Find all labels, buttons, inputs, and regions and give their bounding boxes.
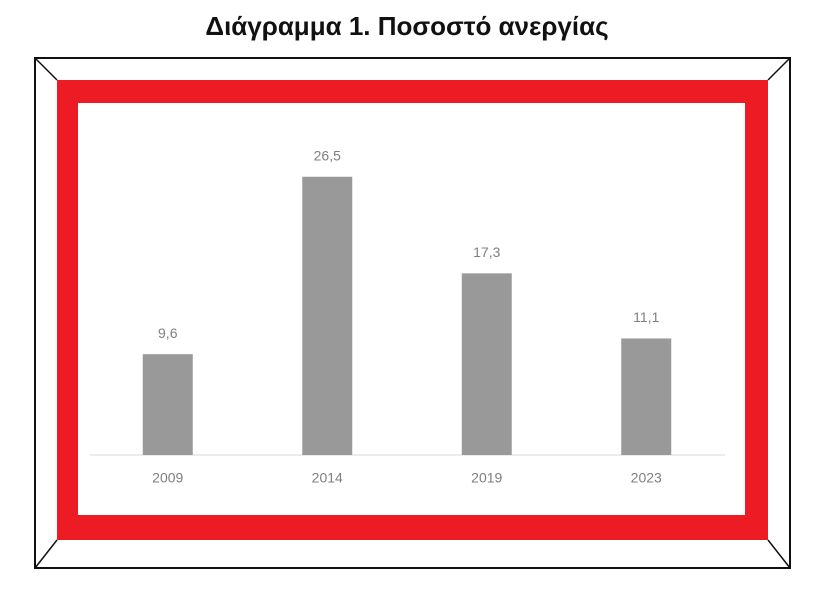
x-tick-label: 2023 [631, 470, 662, 486]
x-tick-label: 2014 [312, 470, 343, 486]
x-tick-label: 2019 [471, 470, 502, 486]
data-label: 9,6 [158, 325, 178, 341]
data-label: 11,1 [633, 309, 659, 325]
frame-bevel [767, 57, 791, 81]
data-label: 17,3 [473, 244, 500, 260]
bar [142, 354, 193, 455]
frame-bevel [34, 539, 58, 569]
bar [461, 273, 512, 455]
bar [621, 338, 672, 455]
chart-title: Διάγραμμα 1. Ποσοστό ανεργίας [205, 11, 608, 41]
x-tick-label: 2009 [152, 470, 183, 486]
data-label: 26,5 [314, 147, 341, 163]
frame-bevel [767, 539, 791, 569]
frame-bevel [34, 57, 58, 81]
bar [302, 176, 353, 455]
